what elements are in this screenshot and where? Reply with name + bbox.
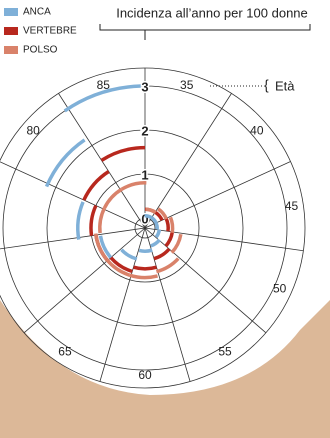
chart-title: Incidenza all’anno per 100 donne [116,5,308,20]
category-label: 50 [273,282,287,296]
legend-swatch [4,27,18,35]
series-arc [111,258,132,272]
spoke [145,228,266,333]
category-label: 80 [26,123,40,137]
annotation-brace: { [264,77,269,93]
legend-label: ANCA [23,7,51,18]
title-bracket [100,24,310,40]
legend-label: POLSO [23,45,58,56]
series-arc [166,218,168,231]
outer-circle [0,68,305,388]
series-arc [156,259,178,272]
series-arc [151,218,156,223]
category-label: 35 [180,78,194,92]
series-arc [122,183,147,189]
series-arc [78,202,83,240]
series-arc [156,230,159,237]
series-arc [172,234,181,252]
series-arc [47,140,85,187]
series-arc [121,250,136,259]
annotation: Età [275,78,295,93]
r-tick-label: 2 [141,123,148,138]
legend-swatch [4,46,18,54]
series-arc [91,206,96,236]
series-arc [102,148,145,161]
series-arc [84,171,109,200]
series-arc [170,217,172,232]
legend-label: VERTEBRE [23,26,77,37]
r-tick-label: 1 [141,167,148,182]
category-label: 40 [250,123,264,137]
category-label: 60 [138,368,152,382]
series-arc [154,249,169,259]
r-tick-label: 0 [141,211,148,226]
series-arc [145,216,152,218]
chart: Incidenza all’anno per 100 donne { Età 0… [0,0,330,438]
series-arc [134,267,157,269]
category-label: 65 [58,345,72,359]
series-arc [100,208,105,233]
series-arc [156,223,157,230]
series-arc [151,240,160,246]
series-arc [130,275,158,277]
category-label: 55 [218,345,232,359]
series-arc [139,250,152,251]
series-arc [166,232,172,246]
series-arc [104,189,121,208]
legend-swatch [4,8,18,16]
spoke [24,228,145,333]
r-tick-label: 3 [141,79,148,94]
background-shape [0,300,330,438]
category-label: 45 [285,199,299,213]
